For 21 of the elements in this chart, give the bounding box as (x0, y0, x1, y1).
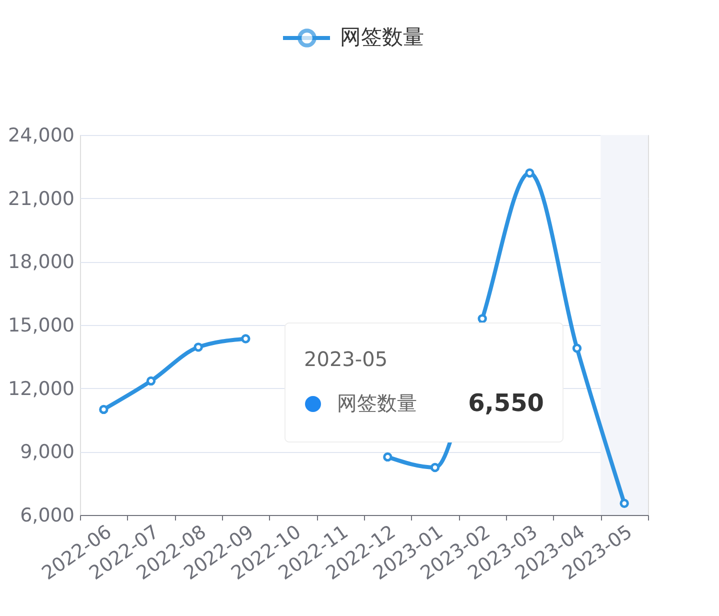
point (383, 452, 392, 462)
point (572, 344, 582, 353)
y-tick-label: 18,000 (8, 251, 74, 274)
y-tick-label: 12,000 (8, 378, 74, 400)
point (99, 404, 108, 414)
point (194, 342, 203, 352)
annotation: 6,550 (468, 389, 544, 417)
point (525, 168, 534, 178)
y-tick-label: 15,000 (8, 314, 74, 336)
y-tick-label: 9,000 (20, 441, 74, 464)
y-tick-label: 21,000 (8, 188, 74, 210)
annotation: 网签数量 (337, 391, 417, 415)
point (146, 376, 156, 386)
point (430, 462, 440, 472)
legend-label: 网签数量 (340, 25, 424, 49)
annotation: 2023-05 (304, 347, 388, 371)
point (620, 498, 629, 508)
point (478, 314, 487, 324)
y-tick-label: 6,000 (20, 504, 74, 526)
y-tick-label: 24,000 (8, 124, 74, 146)
point (241, 334, 250, 344)
